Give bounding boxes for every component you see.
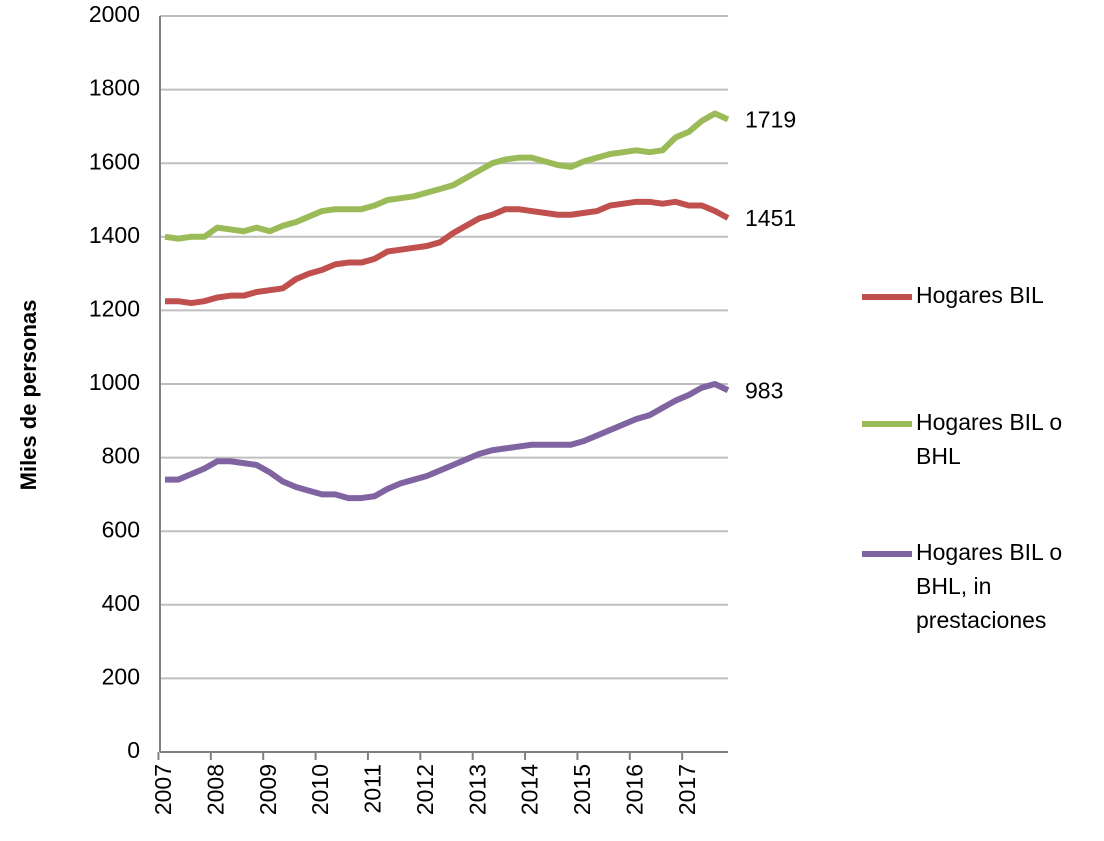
- y-tick-label: 1400: [89, 222, 140, 248]
- x-tick-label: 2008: [202, 764, 228, 815]
- y-tick-label: 1800: [89, 75, 140, 101]
- series-line: [164, 110, 730, 242]
- y-tick-label: 400: [102, 590, 140, 616]
- y-axis-label: Miles de personas: [16, 300, 41, 491]
- x-tick-label: 2010: [307, 764, 333, 815]
- y-tick-label: 1200: [89, 295, 140, 321]
- y-tick-label: 600: [102, 516, 140, 542]
- end-value-label: 1719: [745, 106, 796, 132]
- y-tick-label: 200: [102, 663, 140, 689]
- x-tick-label: 2014: [517, 764, 543, 815]
- y-tick-label: 1600: [89, 148, 140, 174]
- x-tick-label: 2015: [569, 764, 595, 815]
- y-tick-label: 0: [127, 737, 140, 763]
- x-tick-label: 2016: [621, 764, 647, 815]
- legend-label: Hogares BIL o BHL, in prestaciones: [916, 539, 1063, 633]
- x-tick-label: 2013: [464, 764, 490, 815]
- end-value-label: 983: [745, 377, 783, 403]
- x-tick-label: 2012: [412, 764, 438, 815]
- legend-label: Hogares BIL: [916, 282, 1044, 308]
- x-tick-label: 2017: [674, 764, 700, 815]
- x-tick-label: 2009: [255, 764, 281, 815]
- end-value-label: 1451: [745, 205, 796, 231]
- y-tick-label: 1000: [89, 369, 140, 395]
- series-line: [165, 381, 730, 502]
- x-tick-label: 2007: [150, 764, 176, 815]
- y-tick-label: 2000: [89, 1, 140, 27]
- y-tick-label: 800: [102, 443, 140, 469]
- x-tick-label: 2011: [360, 764, 386, 813]
- legend-label: Hogares BIL o BHL: [916, 409, 1063, 469]
- series-line: [165, 198, 730, 307]
